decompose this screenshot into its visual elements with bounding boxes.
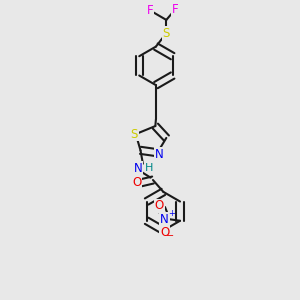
Text: N: N: [160, 213, 169, 226]
Text: O: O: [132, 176, 141, 190]
Text: S: S: [163, 27, 170, 40]
Text: O: O: [155, 200, 164, 212]
Text: N: N: [154, 148, 163, 161]
Text: F: F: [147, 4, 153, 17]
Text: O: O: [160, 226, 169, 239]
Text: F: F: [172, 3, 178, 16]
Text: N: N: [134, 162, 142, 175]
Text: S: S: [130, 128, 138, 141]
Text: H: H: [145, 163, 153, 173]
Text: +: +: [168, 209, 175, 218]
Text: −: −: [167, 231, 175, 241]
